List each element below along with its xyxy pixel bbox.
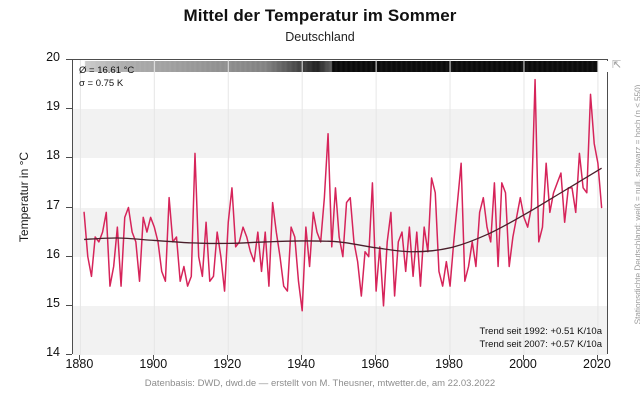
station-density-strip [74,61,608,72]
x-tick-label: 1920 [213,357,242,371]
x-tick-label: 1960 [361,357,390,371]
x-tick-label: 2000 [509,357,537,371]
background-band [73,305,607,355]
plot-frame [72,59,608,355]
y-tick-label: 17 [46,197,60,212]
x-tick-mark [522,354,524,360]
y-tick-mark [66,59,72,60]
page-title: Mittel der Temperatur im Sommer [183,6,457,25]
footer-credit: Datenbasis: DWD, dwd.de — erstellt von M… [144,378,496,389]
page-subtitle: Deutschland [285,30,355,44]
station-density-caption: Stationsdichte Deutschland: weiß = null,… [633,84,640,325]
y-tick-mark [66,157,72,159]
x-tick-mark [596,354,598,360]
x-tick-label: 1980 [435,357,463,371]
x-tick-mark [153,354,155,360]
stats-annotation: Ø = 16.61 °C σ = 0.75 K [79,64,134,90]
y-tick-label: 16 [46,246,60,261]
y-tick-label: 20 [46,50,60,64]
trend-annotation: Trend seit 1992: +0.51 K/10a Trend seit … [480,325,602,351]
y-tick-label: 14 [46,345,60,359]
plot-area [72,59,608,355]
x-tick-label: 1880 [65,357,94,371]
x-tick-label: 1940 [287,357,316,371]
trend-2007: Trend seit 2007: +0.57 K/10a [479,339,602,350]
y-tick-label: 18 [46,148,60,163]
trend-curve [84,167,602,253]
y-tick-mark [66,108,72,110]
trend-1992: Trend seit 1992: +0.51 K/10a [479,326,602,337]
x-tick-mark [227,354,229,360]
mean-value: Ø = 16.61 °C [79,65,135,76]
chart-svg [79,60,603,355]
y-tick-label: 19 [46,99,60,114]
y-tick-mark [66,304,72,306]
temperature-series-line [83,78,603,312]
background-band [73,109,607,159]
y-tick-mark [66,354,72,355]
x-tick-label: 1900 [139,357,168,371]
up-arrow-icon: ⇱ [612,59,622,71]
x-tick-label: 2020 [583,357,611,371]
x-tick-mark [301,354,303,360]
sigma-value: σ = 0.75 K [79,78,124,89]
y-tick-label: 15 [46,295,60,310]
x-tick-mark [79,354,81,360]
x-tick-mark [375,354,377,360]
y-tick-mark [66,206,72,208]
background-band [73,207,607,257]
y-tick-mark [66,255,72,257]
x-tick-mark [449,354,451,360]
